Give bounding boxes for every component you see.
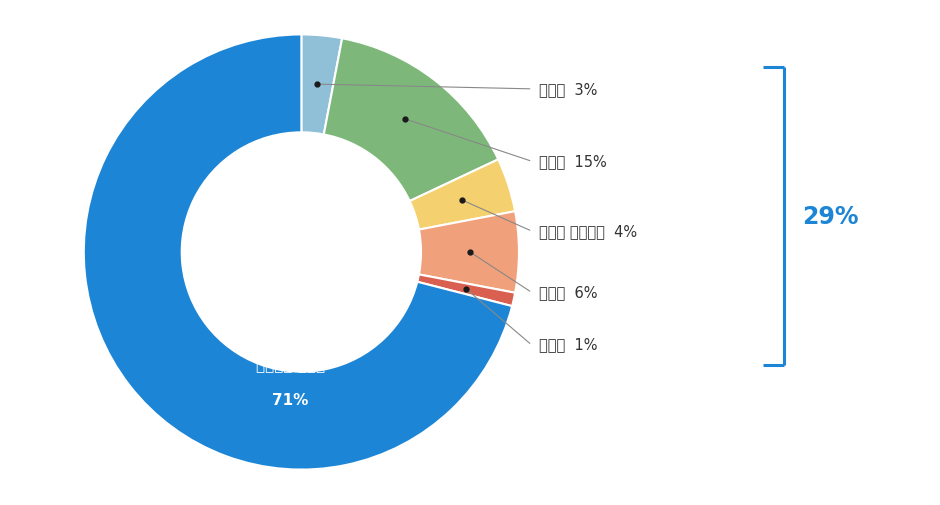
Wedge shape	[419, 212, 519, 293]
Text: 관광약자 비해당: 관광약자 비해당	[256, 358, 325, 373]
Text: 영유아 동반가족  4%: 영유아 동반가족 4%	[539, 223, 636, 238]
Text: 어린이  6%: 어린이 6%	[539, 284, 597, 299]
Wedge shape	[410, 160, 515, 230]
Text: 장애인  3%: 장애인 3%	[539, 82, 597, 97]
Text: 71%: 71%	[273, 393, 308, 408]
Text: 고령자  15%: 고령자 15%	[539, 154, 606, 169]
Text: 29%: 29%	[802, 205, 858, 229]
Wedge shape	[302, 35, 342, 135]
Text: 임산부  1%: 임산부 1%	[539, 336, 597, 351]
Wedge shape	[323, 39, 498, 201]
Wedge shape	[84, 35, 512, 470]
Wedge shape	[417, 275, 515, 307]
